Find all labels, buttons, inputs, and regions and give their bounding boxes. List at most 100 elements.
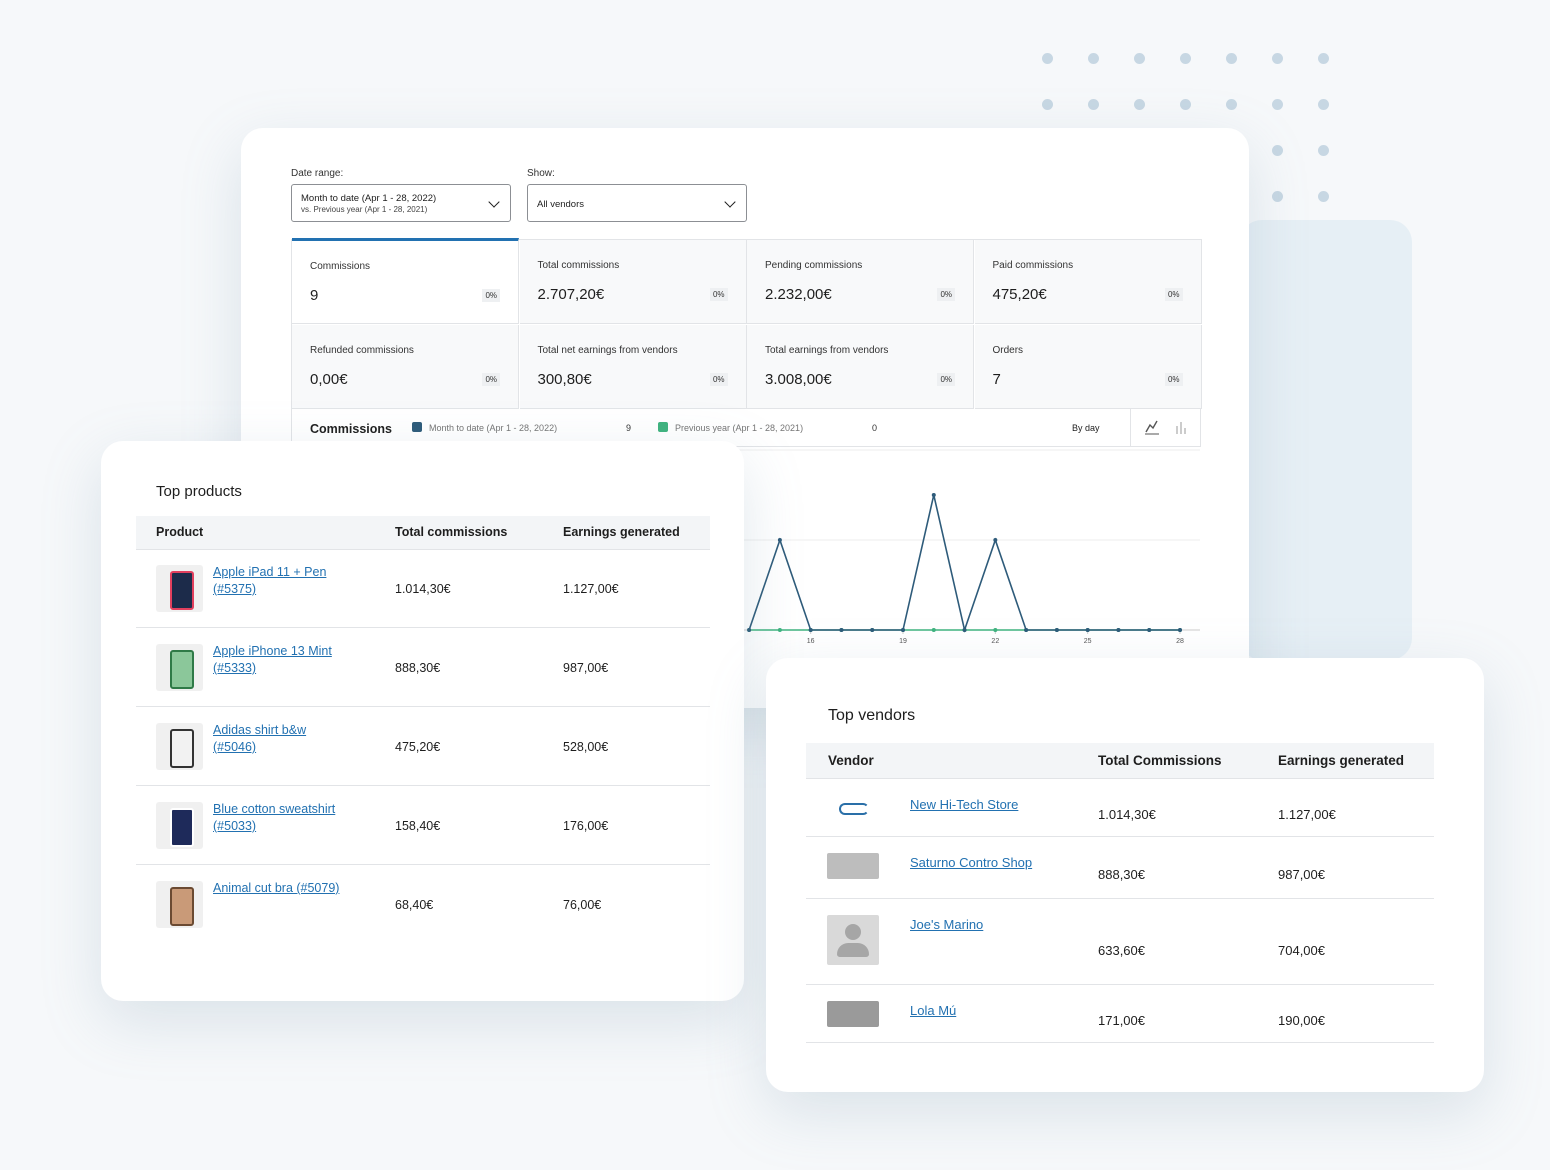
point — [777, 628, 782, 632]
point — [962, 628, 967, 632]
dot — [1272, 191, 1283, 202]
divider — [1130, 409, 1131, 447]
dot — [1042, 53, 1053, 64]
legend-total: 0 — [872, 423, 878, 433]
legend-checkbox[interactable] — [412, 422, 422, 432]
cell-value: 76,00€ — [563, 898, 602, 912]
cell-value: 987,00€ — [563, 661, 609, 675]
product-thumbnail — [156, 723, 203, 770]
stat-card[interactable]: Pending commissions 2.232,00€ 0% — [747, 240, 974, 324]
product-thumbnail — [156, 565, 203, 612]
cell-value: 888,30€ — [395, 661, 441, 675]
dot — [1042, 99, 1053, 110]
date-range-select[interactable]: Month to date (Apr 1 - 28, 2022) vs. Pre… — [291, 184, 511, 222]
backdrop — [1240, 220, 1412, 660]
cell-value: 1.014,30€ — [1098, 807, 1156, 822]
cell-value: 158,40€ — [395, 819, 441, 833]
legend-entry: Month to date (Apr 1 - 28, 2022) — [429, 423, 558, 433]
dot — [1134, 99, 1145, 110]
dashboard-card: Date range: Month to date (Apr 1 - 28, 2… — [241, 128, 1249, 708]
cell-value: 171,00€ — [1098, 1013, 1145, 1028]
cell-value: 475,20€ — [395, 740, 441, 754]
stat-change: 0% — [709, 288, 728, 301]
stat-label: Total earnings from vendors — [765, 345, 889, 356]
vendor-link[interactable]: New Hi-Tech Store — [910, 797, 1019, 812]
product-thumbnail — [156, 644, 203, 691]
stat-card[interactable]: Total commissions 2.707,20€ 0% — [519, 240, 747, 324]
stat-change: 0% — [1164, 373, 1183, 386]
point — [839, 628, 844, 632]
dot — [1226, 99, 1237, 110]
stat-card[interactable]: Total net earnings from vendors 300,80€ 0% — [519, 325, 747, 409]
stat-value: 2.707,20€ — [537, 286, 605, 303]
legend-checkbox[interactable] — [658, 422, 668, 432]
x-tick-label: 25 — [1084, 638, 1092, 645]
product-link[interactable]: Animal cut bra (#5079) — [213, 881, 340, 895]
select-value: Month to date (Apr 1 - 28, 2022) — [301, 193, 437, 204]
point — [777, 538, 782, 542]
dot — [1088, 53, 1099, 64]
column-header: Earnings generated — [563, 525, 680, 539]
column-header: Earnings generated — [1278, 753, 1405, 768]
vendor-logo — [827, 915, 879, 965]
point — [1178, 628, 1182, 632]
vendor-link[interactable]: Lola Mú — [910, 1003, 957, 1018]
avatar-body — [837, 943, 869, 957]
stat-card[interactable]: Commissions 9 0% — [292, 238, 519, 324]
column-header: Total Commissions — [1098, 753, 1222, 768]
column-header: Total commissions — [395, 525, 508, 539]
stat-change: 0% — [482, 289, 500, 302]
point — [993, 538, 998, 542]
cell-value: 68,40€ — [395, 898, 434, 912]
row-divider — [136, 864, 710, 865]
stat-card[interactable]: Orders 7 0% — [974, 325, 1202, 409]
chart-title: Commissions — [310, 422, 392, 436]
stat-value: 3.008,00€ — [765, 371, 832, 388]
chart-header: Commissions Month to date (Apr 1 - 28, 2… — [291, 409, 1201, 447]
row-divider — [136, 706, 710, 707]
stat-card[interactable]: Total earnings from vendors 3.008,00€ 0% — [747, 325, 974, 409]
stat-change: 0% — [937, 373, 955, 386]
row-divider — [136, 785, 710, 786]
row-divider — [136, 627, 710, 628]
product-link[interactable]: Apple iPhone 13 Mint (#5333) — [213, 644, 332, 675]
top-vendors-card: Top vendors Vendor Total Commissions Earni… — [766, 658, 1484, 1092]
table-header — [136, 516, 710, 550]
cell-value: 1.127,00€ — [1278, 807, 1336, 822]
stat-value: 0,00€ — [310, 371, 348, 388]
product-link[interactable]: Apple iPad 11 + Pen (#5375) — [213, 565, 327, 596]
vendor-select[interactable]: All vendors — [527, 184, 747, 222]
x-tick-label: 19 — [899, 638, 907, 645]
chart-type-toggle[interactable] — [1144, 419, 1194, 435]
stat-card[interactable]: Refunded commissions 0,00€ 0% — [292, 325, 519, 409]
cell-value: 528,00€ — [563, 740, 609, 754]
dot — [1272, 145, 1283, 156]
interval-select[interactable]: By day — [1072, 423, 1100, 433]
stat-label: Orders — [992, 345, 1024, 356]
select-value: vs. Previous year (Apr 1 - 28, 2021) — [301, 205, 428, 214]
product-link[interactable]: Adidas shirt b&w (#5046) — [213, 723, 307, 754]
stat-label: Paid commissions — [992, 260, 1074, 271]
stat-label: Commissions — [310, 261, 371, 272]
stat-label: Total commissions — [537, 260, 620, 271]
vendor-link[interactable]: Joe's Marino — [910, 917, 984, 932]
stat-value: 2.232,00€ — [765, 286, 832, 303]
dot — [1318, 145, 1329, 156]
point — [931, 493, 936, 497]
dot — [1272, 99, 1283, 110]
stat-value: 9 — [310, 287, 319, 304]
stat-change: 0% — [709, 373, 728, 386]
vendor-link[interactable]: Saturno Contro Shop — [910, 855, 1033, 870]
product-link[interactable]: Blue cotton sweatshirt (#5033) — [213, 802, 336, 833]
cell-value: 704,00€ — [1278, 943, 1325, 958]
row-divider — [806, 836, 1434, 837]
x-tick-label: 16 — [807, 638, 815, 645]
stat-card[interactable]: Paid commissions 475,20€ 0% — [974, 240, 1202, 324]
row-divider — [806, 1042, 1434, 1043]
point — [931, 628, 936, 632]
cell-value: 1.014,30€ — [395, 582, 451, 596]
card-title: Top vendors — [828, 707, 916, 724]
point — [993, 628, 998, 632]
